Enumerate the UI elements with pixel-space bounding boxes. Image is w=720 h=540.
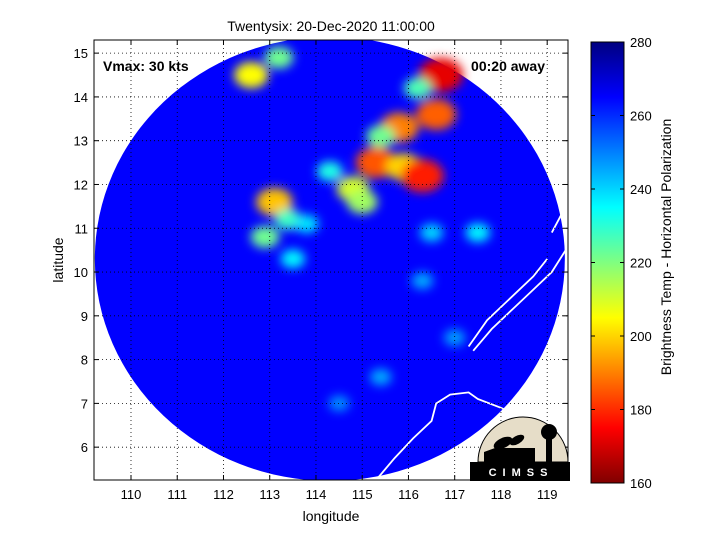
convection-blobs [234, 46, 491, 412]
x-tick-label-117: 117 [444, 487, 465, 502]
time-away-annotation: 00:20 away [471, 58, 545, 74]
x-tick-label-119: 119 [537, 487, 558, 502]
colorbar-tick-label-180: 180 [630, 403, 652, 418]
coastline [94, 79, 567, 480]
y-tick-label-14: 14 [74, 90, 88, 105]
feature-11 [366, 125, 396, 148]
x-tick-label-112: 112 [213, 487, 234, 502]
chart-title: Twentysix: 20-Dec-2020 11:00:00 [227, 18, 435, 34]
colorbar [590, 41, 625, 484]
feature-20 [411, 272, 434, 290]
colorbar-tick-label-260: 260 [630, 109, 652, 124]
y-axis-ticks: 6 7 8 9 10 11 12 13 14 15 [74, 46, 568, 455]
y-tick-label-15: 15 [74, 46, 88, 61]
logo-dish-2 [509, 434, 525, 446]
feature-22 [328, 395, 350, 412]
x-tick-label-114: 114 [306, 487, 327, 502]
brightness-swath [94, 40, 565, 480]
feature-4 [355, 146, 397, 179]
feature-21 [369, 368, 392, 386]
coastline-0 [375, 391, 567, 480]
feature-13 [403, 77, 432, 99]
feature-6 [400, 159, 444, 193]
x-tick-label-111: 111 [167, 487, 187, 502]
coastline-3 [551, 201, 567, 234]
logo-water-tower [541, 424, 557, 440]
colorbar-tick-label-280: 280 [630, 35, 652, 50]
colorbar-tick-label-200: 200 [630, 329, 652, 344]
logo-dish-1 [493, 436, 513, 450]
y-axis-label: latitude [50, 237, 66, 282]
y-tick-label-8: 8 [81, 353, 88, 368]
x-axis-label: longitude [303, 508, 360, 524]
feature-17 [465, 223, 491, 243]
x-axis-ticks: 110 111 112 113 114 115 116 117 118 119 [121, 40, 558, 502]
colorbar-tick-label-160: 160 [630, 476, 652, 491]
y-tick-label-9: 9 [81, 309, 88, 324]
feature-8 [346, 190, 378, 214]
feature-15 [264, 46, 294, 69]
x-tick-label-110: 110 [121, 487, 142, 502]
coastline-1 [472, 249, 567, 352]
colorbar-tick-label-220: 220 [630, 256, 652, 271]
logo-tower-leg [546, 438, 552, 462]
feature-3 [280, 249, 306, 269]
x-tick-label-116: 116 [398, 487, 419, 502]
y-tick-label-10: 10 [74, 265, 88, 280]
y-tick-label-7: 7 [81, 396, 88, 411]
x-tick-label-118: 118 [491, 487, 512, 502]
vmax-annotation: Vmax: 30 kts [103, 58, 189, 74]
logo-text: CIMSS [489, 467, 554, 479]
y-tick-label-6: 6 [81, 440, 88, 455]
feature-19 [316, 161, 343, 182]
y-tick-label-13: 13 [74, 134, 88, 149]
y-tick-label-11: 11 [75, 221, 89, 236]
feature-18 [419, 223, 444, 242]
logo-bar [470, 462, 570, 481]
cimss-logo: CIMSS [470, 416, 570, 481]
feature-14 [234, 61, 269, 89]
grid-lines [94, 40, 568, 480]
y-tick-label-12: 12 [74, 177, 88, 192]
coastline-4 [94, 79, 109, 185]
feature-2 [250, 225, 280, 249]
colorbar-ticks: 160 180 200 220 240 260 280 [591, 35, 652, 491]
colorbar-label: Brightness Temp - Horizontal Polarizatio… [658, 119, 674, 376]
feature-16 [294, 214, 319, 234]
feature-10 [416, 98, 457, 130]
feature-23 [443, 329, 466, 346]
feature-0 [256, 187, 293, 217]
x-tick-label-113: 113 [259, 487, 280, 502]
swath-disc [94, 40, 565, 480]
colorbar-tick-label-240: 240 [630, 182, 652, 197]
x-tick-label-115: 115 [352, 487, 373, 502]
logo-building [484, 448, 535, 462]
coastline-2 [467, 258, 548, 348]
plot-frame [93, 39, 569, 481]
